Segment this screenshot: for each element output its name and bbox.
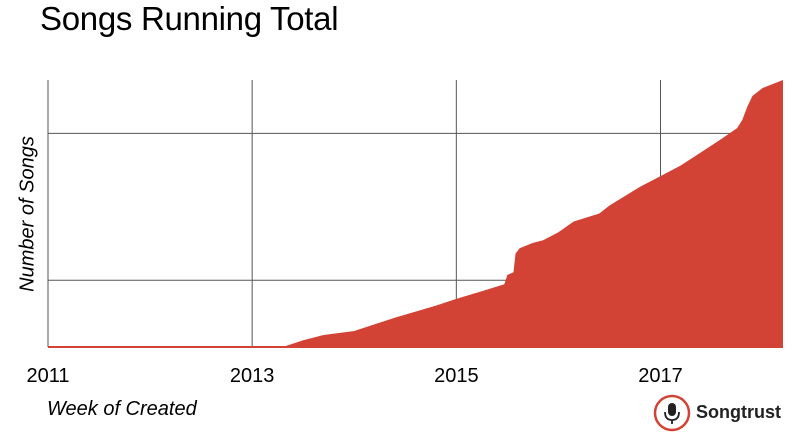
logo-text: Songtrust <box>696 402 781 422</box>
x-tick-label: 2013 <box>230 365 275 387</box>
y-axis-label: Number of Songs <box>16 136 39 292</box>
x-tick-label: 2017 <box>638 365 683 387</box>
series-area <box>48 80 783 347</box>
chart-title: Songs Running Total <box>40 0 339 37</box>
x-tick-label: 2015 <box>434 365 479 387</box>
x-axis-label: Week of Created <box>47 398 197 420</box>
x-tick-labels: 2011 2013 2015 2017 <box>26 365 682 387</box>
songtrust-logo: Songtrust <box>652 393 792 433</box>
x-tick-label: 2011 <box>26 365 69 387</box>
microphone-icon <box>653 394 691 432</box>
